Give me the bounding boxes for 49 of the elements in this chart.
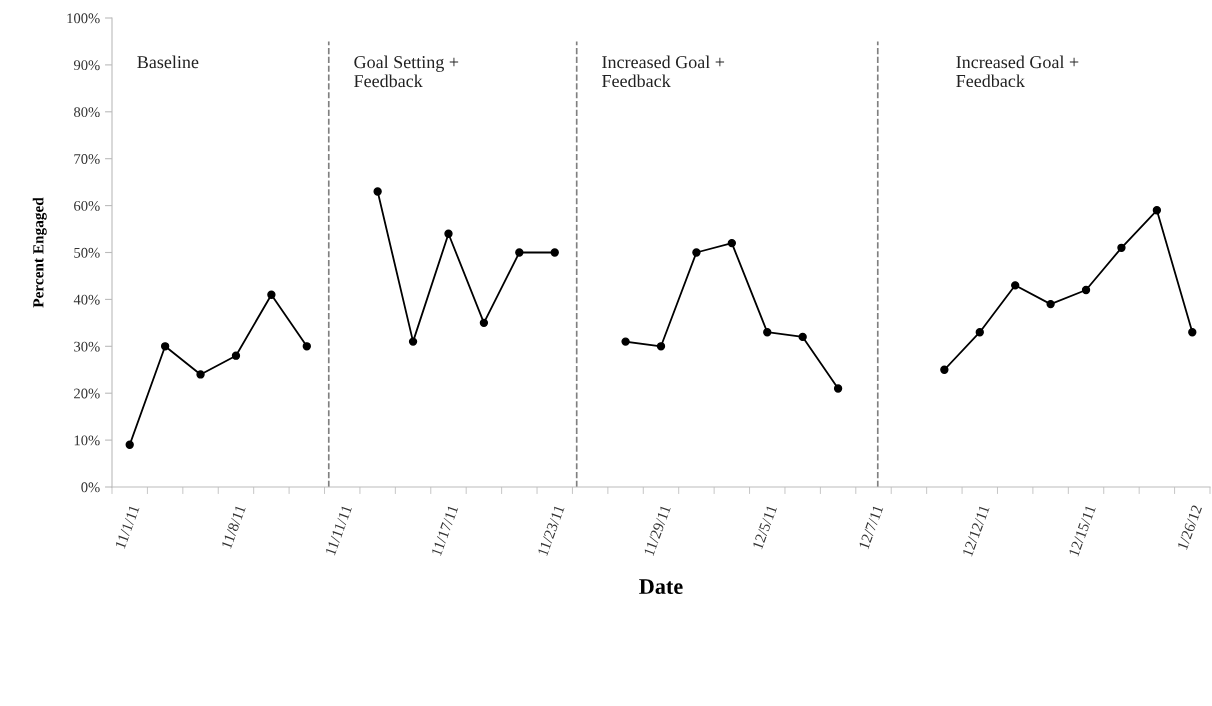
point <box>408 337 418 346</box>
point <box>763 328 772 337</box>
y-tick-label: 100% <box>67 13 100 24</box>
y-axis-title: Percent Engaged <box>32 197 47 308</box>
y-tick-label: 20% <box>74 388 100 399</box>
x-tick-label: 11/8/11 <box>221 504 246 549</box>
annotation: Goal Setting + Feedback <box>354 55 459 88</box>
point <box>550 248 559 257</box>
point <box>231 351 241 360</box>
point <box>267 290 276 299</box>
point <box>727 238 737 248</box>
annotation: Increased Goal + Feedback <box>956 55 1079 88</box>
x-tick-label: 1/26/12 <box>1177 504 1203 550</box>
point <box>656 342 666 351</box>
point <box>621 337 630 346</box>
point <box>444 229 453 238</box>
point <box>1152 206 1162 215</box>
point <box>1081 285 1091 295</box>
y-tick-label: 50% <box>74 247 100 258</box>
x-tick-label: 12/5/11 <box>752 504 778 550</box>
x-axis-title: Date <box>639 579 683 594</box>
point <box>1117 243 1126 252</box>
y-tick-label: 70% <box>74 154 100 164</box>
annotation: Increased Goal + Feedback <box>602 55 725 88</box>
point <box>1188 328 1197 337</box>
y-tick-label: 60% <box>74 200 100 211</box>
x-tick-label: 11/1/11 <box>115 504 140 549</box>
point <box>515 248 524 257</box>
point <box>479 318 489 328</box>
y-tick-label: 30% <box>74 341 100 352</box>
point <box>1046 299 1055 309</box>
y-tick-label: 0% <box>81 482 100 493</box>
y-tick-label: 40% <box>73 294 100 305</box>
annotation: Baseline <box>137 55 199 69</box>
point <box>940 365 949 374</box>
point <box>1011 281 1020 290</box>
point <box>302 342 311 351</box>
point <box>798 332 807 342</box>
point <box>373 187 382 196</box>
point <box>196 370 205 379</box>
point <box>692 248 701 257</box>
point <box>160 342 170 351</box>
point <box>975 328 984 337</box>
point <box>833 384 843 393</box>
y-tick-label: 90% <box>73 60 100 71</box>
y-tick-label: 80% <box>74 107 100 118</box>
point <box>125 440 134 449</box>
y-tick-label: 10% <box>74 435 100 446</box>
x-tick-label: 12/7/11 <box>858 504 884 550</box>
